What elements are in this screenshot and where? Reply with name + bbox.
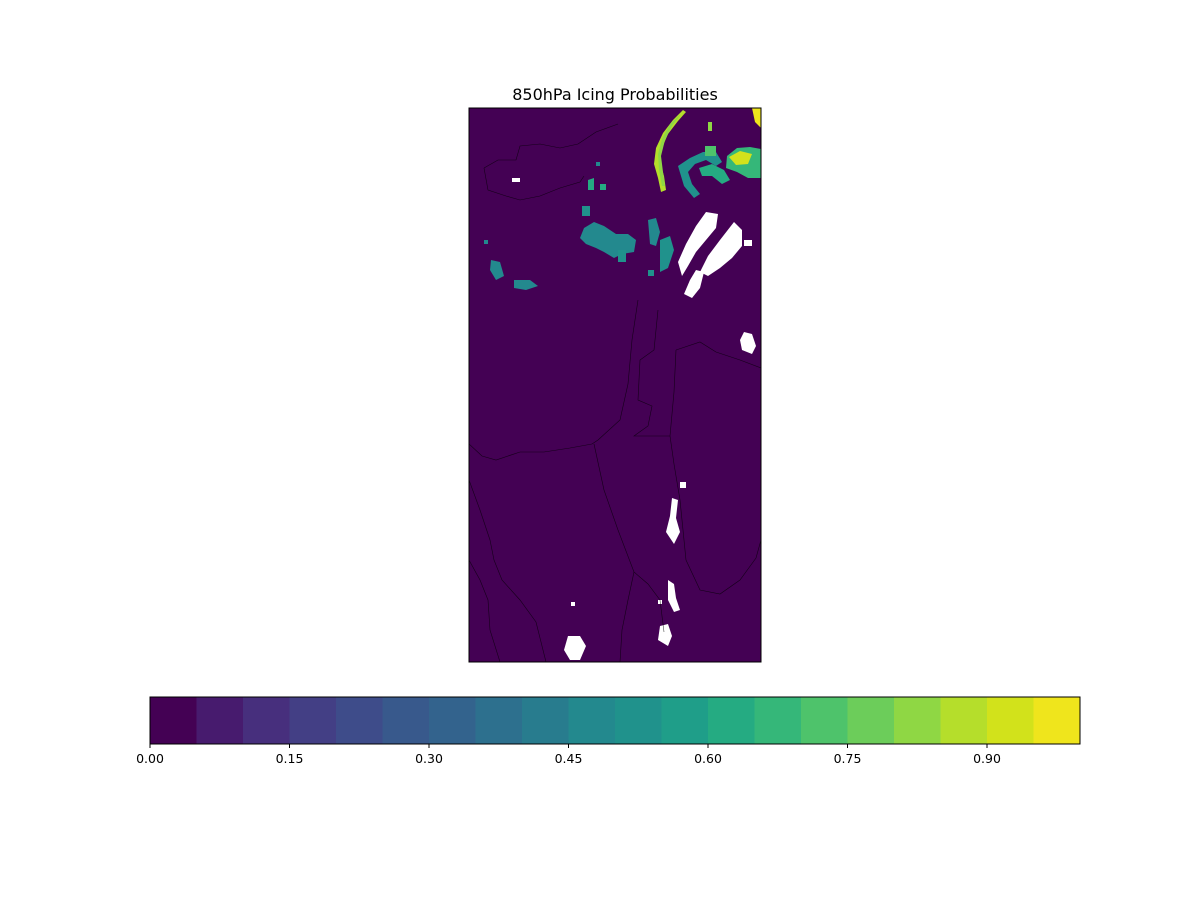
colorbar-swatch xyxy=(615,697,662,744)
region-west-cluster-3 xyxy=(484,240,488,244)
missing-area-6 xyxy=(512,178,520,182)
country-borders xyxy=(469,123,761,662)
map-panel xyxy=(468,107,762,663)
region-central-cluster-3 xyxy=(660,236,674,272)
coastline-cyprus xyxy=(483,167,585,201)
map-frame xyxy=(468,107,762,663)
coast-egypt xyxy=(469,443,593,461)
colorbar-swatch xyxy=(382,697,430,744)
border-2 xyxy=(633,309,677,437)
colorbar-swatch xyxy=(661,697,709,744)
missing-area-4 xyxy=(744,240,752,246)
colorbar-swatch xyxy=(289,697,337,744)
region-central-cluster-5 xyxy=(588,178,594,190)
probability-field xyxy=(484,108,761,290)
colorbar-swatch xyxy=(847,697,895,744)
region-small-cell-3 xyxy=(596,162,600,166)
colorbar-tick-label: 0.75 xyxy=(834,751,862,766)
border-sinai xyxy=(593,443,635,573)
border-sudan xyxy=(469,559,501,662)
region-central-cluster xyxy=(580,222,636,258)
region-central-cluster-4 xyxy=(582,206,590,216)
colorbar-swatch xyxy=(196,697,244,744)
colorbar: 0.00 0.15 0.30 0.45 0.60 0.75 0.90 xyxy=(136,696,1081,766)
missing-area-5 xyxy=(740,332,756,354)
plot-title: 850hPa Icing Probabilities xyxy=(512,85,718,104)
colorbar-swatch xyxy=(243,697,290,744)
colorbar-tick-label: 0.60 xyxy=(694,751,722,766)
colorbar-swatch xyxy=(568,697,616,744)
missing-area-7 xyxy=(680,482,686,488)
colorbar-swatch xyxy=(150,697,197,744)
colorbar-swatch xyxy=(801,697,848,744)
border-3 xyxy=(675,341,761,369)
missing-area-3 xyxy=(684,270,704,298)
region-central-cluster-2 xyxy=(648,218,660,246)
region-northeast-streaks xyxy=(678,152,722,198)
border-1 xyxy=(591,299,639,445)
region-west-cluster-2 xyxy=(514,280,538,290)
colorbar-tick-label: 0.45 xyxy=(555,751,583,766)
coast-red-sea-west xyxy=(469,479,547,662)
region-northeast-blob-core xyxy=(729,151,752,165)
colorbar-ticks: 0.00 0.15 0.30 0.45 0.60 0.75 0.90 xyxy=(136,744,1001,766)
colorbar-tick-label: 0.90 xyxy=(973,751,1001,766)
map-background xyxy=(469,108,761,662)
region-northeast-corner xyxy=(752,108,761,128)
coast-red-sea-east xyxy=(619,571,635,662)
region-small-cell-1 xyxy=(708,122,712,131)
colorbar-swatch xyxy=(940,697,988,744)
coast-gulf-aqaba xyxy=(633,571,665,633)
border-jordan xyxy=(669,435,761,595)
missing-area-2 xyxy=(700,222,742,276)
colorbar-swatches xyxy=(150,697,1081,744)
colorbar-tick-label: 0.15 xyxy=(276,751,304,766)
colorbar-swatch xyxy=(522,697,569,744)
region-west-cluster xyxy=(490,260,504,280)
colorbar-tick-label: 0.30 xyxy=(415,751,443,766)
region-northeast-streaks-2 xyxy=(699,164,730,184)
region-central-cluster-6 xyxy=(600,184,606,190)
colorbar-swatch xyxy=(1033,697,1081,744)
missing-data-areas xyxy=(512,178,756,660)
missing-area-12 xyxy=(571,602,575,606)
missing-area-10 xyxy=(658,624,672,646)
colorbar-frame xyxy=(149,696,1081,745)
missing-area-8 xyxy=(666,498,680,544)
region-small-cell-2 xyxy=(705,146,716,156)
colorbar-swatch xyxy=(708,697,755,744)
missing-area-11 xyxy=(564,636,586,660)
colorbar-tick-label: 0.00 xyxy=(136,751,164,766)
colorbar-swatch xyxy=(754,697,802,744)
colorbar-swatch xyxy=(987,697,1034,744)
colorbar-swatch xyxy=(894,697,941,744)
colorbar-swatch xyxy=(336,697,383,744)
coastline-north xyxy=(483,123,619,169)
region-northeast-band-edge xyxy=(658,114,681,186)
region-small-cell-5 xyxy=(648,270,654,276)
missing-area-9 xyxy=(668,580,680,612)
colorbar-swatch xyxy=(429,697,476,744)
region-small-cell-4 xyxy=(618,250,626,262)
missing-area-1 xyxy=(678,212,718,276)
colorbar-swatch xyxy=(475,697,523,744)
